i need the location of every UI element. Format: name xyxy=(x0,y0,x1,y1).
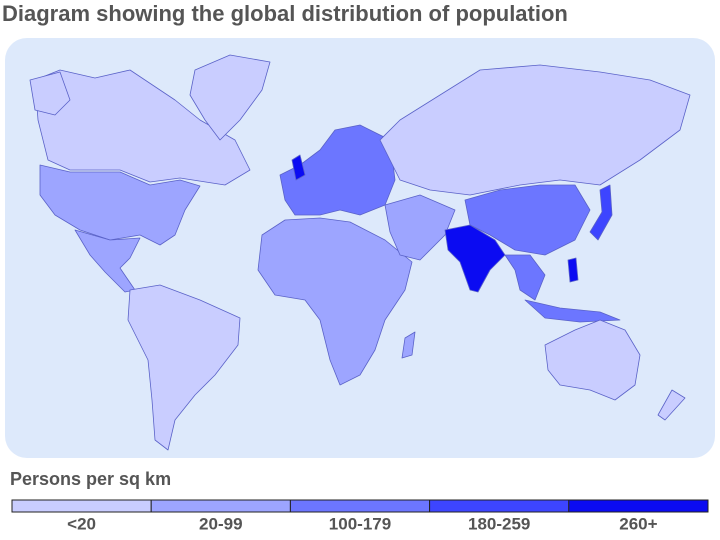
map xyxy=(29,54,691,451)
alaska xyxy=(29,71,71,116)
new-zealand xyxy=(657,389,686,421)
indonesia xyxy=(524,299,621,323)
legend-title: Persons per sq km xyxy=(10,469,171,489)
mexico xyxy=(74,229,141,293)
middle-east xyxy=(384,194,456,261)
europe xyxy=(279,124,396,216)
legend-swatch xyxy=(429,499,570,513)
legend-swatch xyxy=(289,499,431,513)
australia xyxy=(544,319,641,401)
legend-label: 260+ xyxy=(619,514,657,533)
russia xyxy=(379,64,691,196)
south-america xyxy=(127,284,241,451)
usa xyxy=(39,164,201,246)
philippines xyxy=(567,257,579,283)
title: Diagram showing the global distribution … xyxy=(2,1,568,26)
se-asia xyxy=(504,254,546,301)
greenland xyxy=(189,54,271,141)
legend-label: 180-259 xyxy=(468,514,530,533)
madagascar xyxy=(401,331,416,359)
legend-swatch xyxy=(11,499,152,513)
uk xyxy=(291,154,306,181)
japan xyxy=(589,184,613,241)
canada xyxy=(34,69,251,186)
legend-swatch xyxy=(568,499,709,513)
china xyxy=(464,184,591,256)
legend-label: 100-179 xyxy=(329,514,391,533)
india xyxy=(444,224,506,293)
legend-swatch xyxy=(150,499,291,513)
legend: <20 20-99 100-179 180-259 260+ xyxy=(11,499,709,533)
legend-label: 20-99 xyxy=(199,514,242,533)
africa xyxy=(257,217,413,386)
legend-label: <20 xyxy=(67,514,96,533)
